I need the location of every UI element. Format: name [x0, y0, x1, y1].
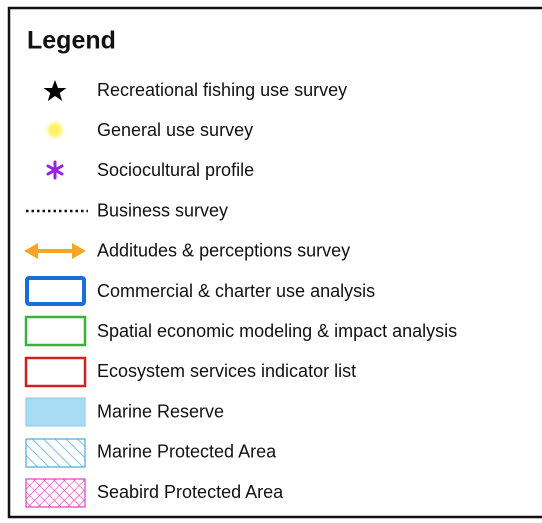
blue-outline-box — [25, 276, 86, 306]
crosshatch-box — [25, 478, 86, 508]
legend-border — [7, 6, 542, 519]
legend-item-label: Commercial & charter use analysis — [97, 281, 375, 301]
legend-labels: Recreational fishing use survey General u… — [97, 80, 457, 502]
asterisk-icon — [46, 160, 64, 180]
hatched-box — [25, 438, 86, 468]
arrow-icon — [24, 243, 86, 259]
legend-icons — [24, 80, 88, 508]
red-outline-box — [24, 356, 87, 388]
star-icon — [43, 80, 67, 101]
legend-item-label: Marine Protected Area — [97, 442, 277, 462]
legend-item-label: Sociocultural profile — [97, 160, 254, 180]
legend-item-label: Spatial economic modeling & impact analy… — [97, 321, 457, 341]
legend-item-label: Ecosystem services indicator list — [97, 361, 356, 381]
legend-item-label: Seabird Protected Area — [97, 482, 284, 502]
legend-item-label: Recreational fishing use survey — [97, 80, 347, 100]
reserve-box — [25, 397, 86, 427]
legend-item-label: General use survey — [97, 120, 253, 140]
legend-item-label: Business survey — [97, 200, 228, 220]
legend-title: Legend — [27, 27, 116, 55]
legend-item-label: Marine Reserve — [97, 401, 224, 421]
circle-icon — [44, 119, 66, 141]
legend-item-label: Additudes & perceptions survey — [97, 241, 350, 261]
green-outline-box — [24, 315, 87, 347]
